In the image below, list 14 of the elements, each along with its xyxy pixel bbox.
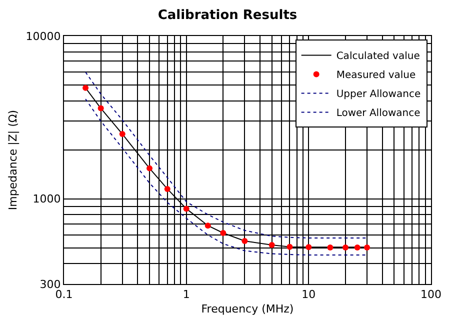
x-axis-title: Frequency (MHz) [201,302,294,316]
x-tick-label: 10 [302,288,316,302]
x-tick-label: 100 [420,288,442,302]
y-tick-label: 1000 [32,192,61,206]
legend-label: Calculated value [336,51,420,62]
legend-label: Measured value [336,70,416,82]
legend-label: Upper Allowance [336,89,421,100]
chart-title: Calibration Results [158,8,298,23]
y-tick-label: 10000 [26,30,61,43]
y-tick-label: 300 [40,278,61,291]
y-axis-title: Impedance |Z| (Ω) [6,110,20,210]
x-tick-label: 1 [182,288,190,302]
x-tick-label: 0.1 [55,288,73,302]
legend-label: Lower Allowance [336,108,420,120]
